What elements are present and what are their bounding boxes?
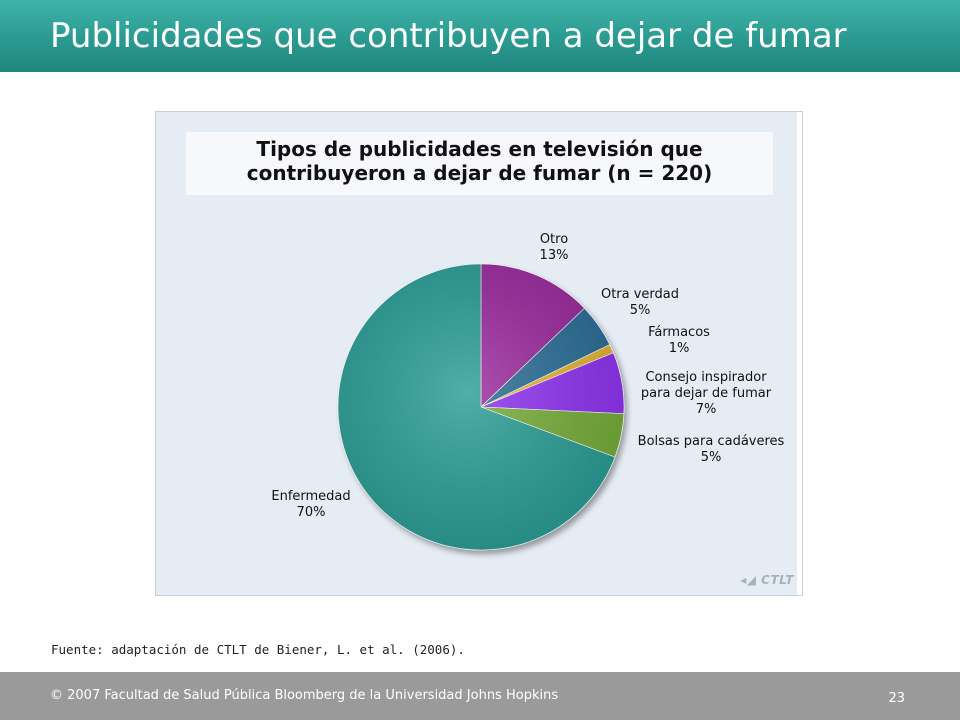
footer-copyright: © 2007 Facultad de Salud Pública Bloombe… — [50, 688, 559, 703]
slice-label-farmacos: Fármacos 1% — [648, 325, 710, 356]
slice-label-text: Fármacos — [648, 325, 710, 340]
slice-percent-label: 13% — [540, 248, 569, 263]
page-number: 23 — [888, 691, 905, 706]
slice-label-otro: Otro 13% — [540, 232, 569, 263]
slice-label-consejo-inspirador: Consejo inspirador para dejar de fumar 7% — [641, 370, 772, 417]
chart-title-box: Tipos de publicidades en televisión que … — [186, 132, 773, 195]
source-citation: Fuente: adaptación de CTLT de Biener, L.… — [51, 642, 465, 657]
slice-label-bolsas-para-cadaveres: Bolsas para cadáveres 5% — [638, 434, 785, 465]
watermark-icon: ◂◢ — [740, 573, 762, 587]
slice-percent-label: 70% — [297, 505, 326, 520]
slice-label-text: Otro — [540, 232, 568, 247]
slice-label-text: Consejo inspirador — [645, 370, 767, 385]
slide-title: Publicidades que contribuyen a dejar de … — [50, 16, 847, 56]
slide-header: Publicidades que contribuyen a dejar de … — [0, 0, 960, 72]
slice-label-text: para dejar de fumar — [641, 386, 772, 401]
slice-label-text: Bolsas para cadáveres — [638, 434, 785, 449]
slice-percent-label: 1% — [669, 341, 690, 356]
pie-chart: Otro 13%Otra verdad 5%Fármacos 1%Consejo in… — [271, 232, 785, 551]
chart-title-line-1: Tipos de publicidades en televisión que — [256, 137, 703, 161]
slice-label-enfermedad: Enfermedad 70% — [271, 489, 350, 520]
watermark-text: CTLT — [761, 573, 794, 587]
slice-label-text: Otra verdad — [601, 287, 679, 302]
chart-title-line-2: contribuyeron a dejar de fumar (n = 220) — [246, 161, 713, 185]
slice-label-otra-verdad: Otra verdad 5% — [601, 287, 679, 318]
slide-footer: © 2007 Facultad de Salud Pública Bloombe… — [0, 672, 960, 720]
slice-percent-label: 5% — [630, 303, 651, 318]
slice-label-text: Enfermedad — [271, 489, 350, 504]
slice-percent-label: 5% — [701, 450, 722, 465]
chart-frame: Tipos de publicidades en televisión que … — [155, 111, 803, 596]
slice-percent-label: 7% — [696, 402, 717, 417]
ctlt-watermark-logo: ◂◢ CTLT — [740, 573, 794, 587]
chart-title: Tipos de publicidades en televisión que … — [186, 137, 773, 185]
